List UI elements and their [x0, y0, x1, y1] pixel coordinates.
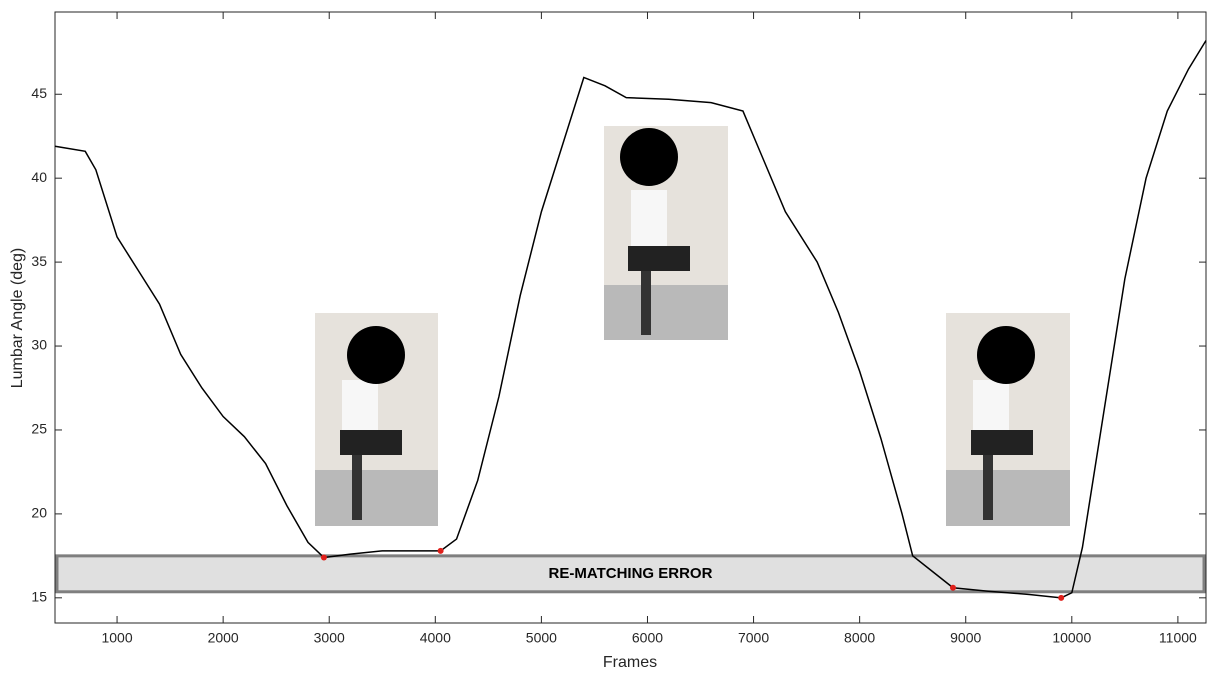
- marker: [437, 547, 444, 554]
- x-tick-label: 8000: [844, 630, 875, 646]
- photo: [604, 126, 728, 340]
- x-axis-label: Frames: [603, 654, 657, 671]
- band-label: RE-MATCHING ERROR: [549, 565, 713, 582]
- y-tick-label: 30: [31, 337, 47, 353]
- photo: [315, 313, 438, 526]
- y-tick-label: 15: [31, 589, 47, 605]
- x-tick-label: 4000: [420, 630, 451, 646]
- x-tick-label: 10000: [1052, 630, 1091, 646]
- x-tick-label: 11000: [1159, 630, 1197, 646]
- x-tick-label: 6000: [632, 630, 663, 646]
- x-tick-label: 1000: [101, 630, 132, 646]
- marker: [320, 554, 327, 561]
- data-line: [54, 40, 1207, 599]
- photo: [946, 313, 1070, 526]
- y-tick-label: 45: [31, 85, 47, 101]
- y-axis-label: Lumbar Angle (deg): [9, 248, 26, 389]
- x-tick-label: 7000: [738, 630, 769, 646]
- marker: [949, 584, 956, 591]
- marker: [1058, 594, 1065, 601]
- y-tick-label: 25: [31, 421, 47, 437]
- x-tick-label: 3000: [314, 630, 345, 646]
- error-band: [55, 554, 1206, 594]
- x-tick-label: 5000: [526, 630, 557, 646]
- y-tick-label: 40: [31, 169, 47, 185]
- x-tick-label: 2000: [208, 630, 239, 646]
- y-tick-label: 35: [31, 253, 47, 269]
- y-tick-label: 20: [31, 505, 47, 521]
- x-tick-label: 9000: [950, 630, 981, 646]
- plot-frame: [54, 11, 1207, 624]
